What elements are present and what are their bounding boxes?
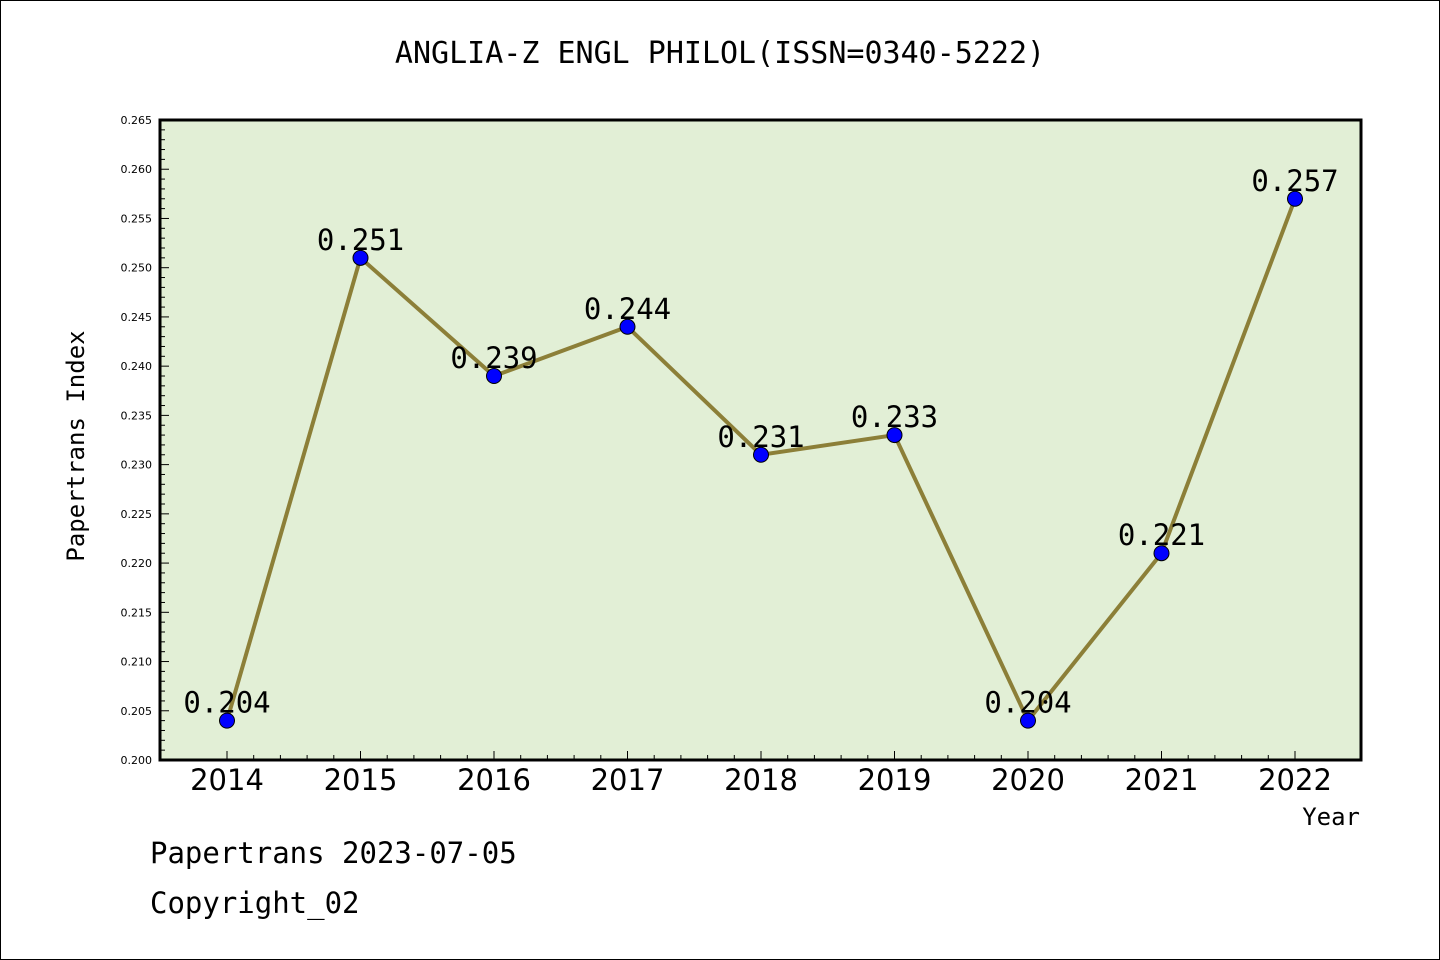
data-point	[753, 446, 769, 463]
x-axis-label: Year	[1302, 803, 1360, 831]
x-tick-label: 2020	[991, 763, 1065, 797]
y-tick-label: 0.205	[121, 705, 153, 718]
footer-copyright: Copyright_02	[150, 886, 360, 920]
data-point	[1020, 712, 1036, 729]
x-tick-label: 2018	[724, 763, 798, 797]
data-point	[886, 427, 903, 444]
y-tick-label: 0.215	[121, 606, 153, 619]
chart-title: ANGLIA-Z ENGL PHILOL(ISSN=0340-5222)	[394, 36, 1046, 71]
data-label: 0.231	[717, 420, 804, 454]
y-tick-label: 0.200	[121, 754, 153, 767]
x-tick-label: 2015	[324, 763, 398, 797]
y-tick-label: 0.210	[121, 656, 153, 669]
y-tick-label: 0.265	[121, 114, 153, 127]
x-tick-label: 2016	[457, 763, 531, 797]
data-point	[219, 712, 235, 729]
data-label: 0.204	[984, 686, 1071, 720]
data-label: 0.221	[1118, 518, 1205, 552]
y-tick-label: 0.225	[121, 508, 153, 521]
plot-area	[158, 118, 1363, 762]
x-tick-label: 2014	[190, 763, 264, 797]
y-tick-label: 0.220	[121, 557, 153, 570]
data-label: 0.251	[317, 223, 404, 257]
y-tick-label: 0.240	[121, 360, 153, 373]
y-tick-label: 0.235	[121, 409, 153, 422]
x-tick-label: 2019	[858, 763, 932, 797]
data-label: 0.204	[183, 686, 270, 720]
data-label: 0.233	[851, 400, 938, 434]
y-tick-label: 0.250	[121, 262, 153, 275]
y-tick-label: 0.245	[121, 311, 153, 324]
y-tick-label: 0.260	[121, 163, 153, 176]
data-label: 0.257	[1251, 164, 1338, 198]
y-tick-label: 0.230	[121, 459, 153, 472]
x-tick-label: 2022	[1258, 763, 1332, 797]
data-point	[619, 318, 636, 335]
y-axis-label: Papertrans Index	[62, 330, 90, 561]
data-point	[1153, 545, 1170, 562]
data-point	[1287, 190, 1303, 207]
data-label: 0.239	[450, 341, 537, 375]
footer-date: Papertrans 2023-07-05	[150, 836, 517, 870]
x-tick-label: 2017	[591, 763, 665, 797]
data-label: 0.244	[584, 292, 671, 326]
y-tick-label: 0.255	[121, 212, 153, 225]
data-point	[486, 368, 502, 384]
x-tick-label: 2021	[1125, 763, 1199, 797]
data-point	[352, 249, 369, 266]
